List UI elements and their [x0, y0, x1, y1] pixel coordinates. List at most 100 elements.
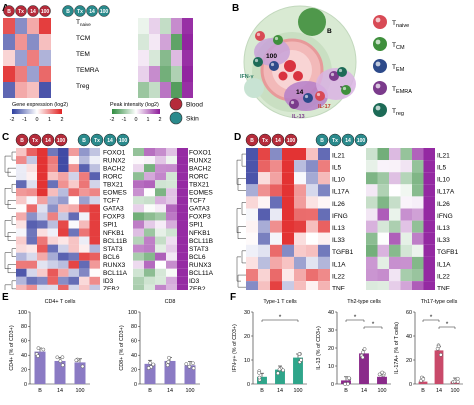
chart-title: CD8	[165, 299, 176, 305]
heatmap-cell	[149, 66, 160, 82]
heatmap-cell	[138, 18, 149, 34]
heatmap-cell	[294, 269, 306, 282]
red-blood-cell-icon	[278, 71, 288, 81]
y-tick-label: 30	[328, 328, 334, 334]
heatmap-cell	[412, 184, 424, 197]
ifng-cell-icon	[244, 78, 264, 98]
heatmap-cell	[58, 260, 69, 269]
y-axis-label: IFN-γ+ (% of CD3+)	[232, 324, 238, 372]
heatmap-cell	[68, 284, 79, 290]
gene-label: FOXO1	[189, 149, 212, 156]
heatmap-cell	[47, 284, 58, 290]
legend-skin-label: Skin	[186, 116, 199, 123]
heatmap-cell	[133, 148, 144, 157]
heatmap-cell	[37, 188, 48, 197]
gene-label: IL17A	[332, 189, 350, 196]
heatmap-cell	[400, 160, 412, 173]
y-tick-label: 0	[24, 382, 27, 388]
heatmap-cell	[318, 256, 330, 269]
heatmap-cell	[306, 208, 318, 221]
gene-label: BCL11A	[189, 270, 214, 277]
heatmap-cell	[318, 220, 330, 233]
gene-label: IL5	[437, 165, 446, 172]
heatmap-cell	[306, 148, 318, 161]
heatmap-cell	[58, 196, 69, 205]
heatmap-cell	[182, 66, 193, 82]
panel-ef: E F CD4+ T cells CD4+ (% of CD3+) 0 20 40 60 8…	[0, 290, 474, 405]
heatmap-cell	[389, 148, 401, 161]
heatmap-cell	[318, 172, 330, 185]
legend-blood-label: Blood	[186, 102, 203, 109]
heatmap-cell	[400, 184, 412, 197]
heatmap-cell	[138, 66, 149, 82]
gene-label: TBX21	[189, 181, 209, 188]
heatmap-cell	[377, 281, 389, 290]
heatmap-cell	[282, 196, 294, 209]
data-point	[191, 361, 195, 366]
heatmap-cell	[144, 276, 155, 285]
gene-label: IL21	[332, 152, 345, 159]
heatmap-cell	[47, 180, 58, 189]
heatmap-cell	[133, 196, 144, 205]
heatmap-cell	[79, 284, 90, 290]
gene-label: BCL6	[189, 254, 206, 261]
heatmap-cell	[400, 281, 412, 290]
heatmap-cell	[3, 50, 15, 66]
gene-label: TCF7	[103, 198, 120, 205]
x-tick-label: B	[260, 388, 264, 394]
x-tick-label: 14	[57, 388, 63, 394]
heatmap-cell	[177, 196, 188, 205]
data-point	[36, 354, 40, 358]
heatmap-cell	[258, 244, 270, 257]
heatmap-cell	[294, 232, 306, 245]
heatmap-cell	[133, 228, 144, 237]
bar	[184, 365, 196, 384]
heatmap-cell	[79, 236, 90, 245]
heatmap-cell	[37, 220, 48, 229]
gene-label: GATA3	[103, 206, 124, 213]
gene-label: IL21	[437, 152, 450, 159]
heatmap-cell	[166, 268, 177, 277]
gene-label: STAT3	[189, 246, 209, 253]
heatmap-cell	[15, 82, 27, 98]
heatmap-cell	[89, 156, 100, 165]
heatmap-cell	[16, 196, 27, 205]
bar	[434, 350, 444, 384]
heatmap-cell	[79, 180, 90, 189]
gene-label: ID3	[103, 278, 114, 285]
heatmap-cell	[318, 160, 330, 173]
heatmap-cell	[389, 172, 401, 185]
heatmap-cell	[47, 188, 58, 197]
heatmap-cell	[37, 148, 48, 157]
y-tick-label: 20	[244, 334, 250, 340]
y-tick-label: 0	[134, 382, 137, 388]
legend-tick-label: 0	[135, 117, 138, 123]
chart-title: Th2-type cells	[347, 299, 381, 305]
legend-treg: Treg	[392, 108, 404, 117]
heatmap-cell	[26, 220, 37, 229]
legend-temra: TEMRA	[392, 86, 412, 95]
y-tick-label: 20	[328, 346, 334, 352]
heatmap-cell	[246, 196, 258, 209]
condition-b-badge	[62, 5, 74, 17]
y-tick-label: 10	[328, 364, 334, 370]
condition-label: Tx	[18, 9, 24, 15]
dendrogram-c	[4, 151, 16, 290]
heatmap-cell	[282, 172, 294, 185]
bar	[257, 376, 267, 384]
heatmap-cell	[366, 184, 378, 197]
legend-peak-intensity-bar	[112, 109, 160, 114]
significance-bracket	[438, 326, 456, 329]
heatmap-cell	[306, 232, 318, 245]
heatmap-cell	[270, 220, 282, 233]
heatmap-cell	[412, 196, 424, 209]
heatmap-cell	[155, 284, 166, 290]
heatmap-cell	[16, 188, 27, 197]
heatmap-cell	[37, 244, 48, 253]
heatmap-cell	[37, 196, 48, 205]
heatmap-cell	[47, 156, 58, 165]
heatmap-cell	[68, 156, 79, 165]
heatmap-cell	[294, 172, 306, 185]
condition-label: Tx	[77, 9, 83, 15]
